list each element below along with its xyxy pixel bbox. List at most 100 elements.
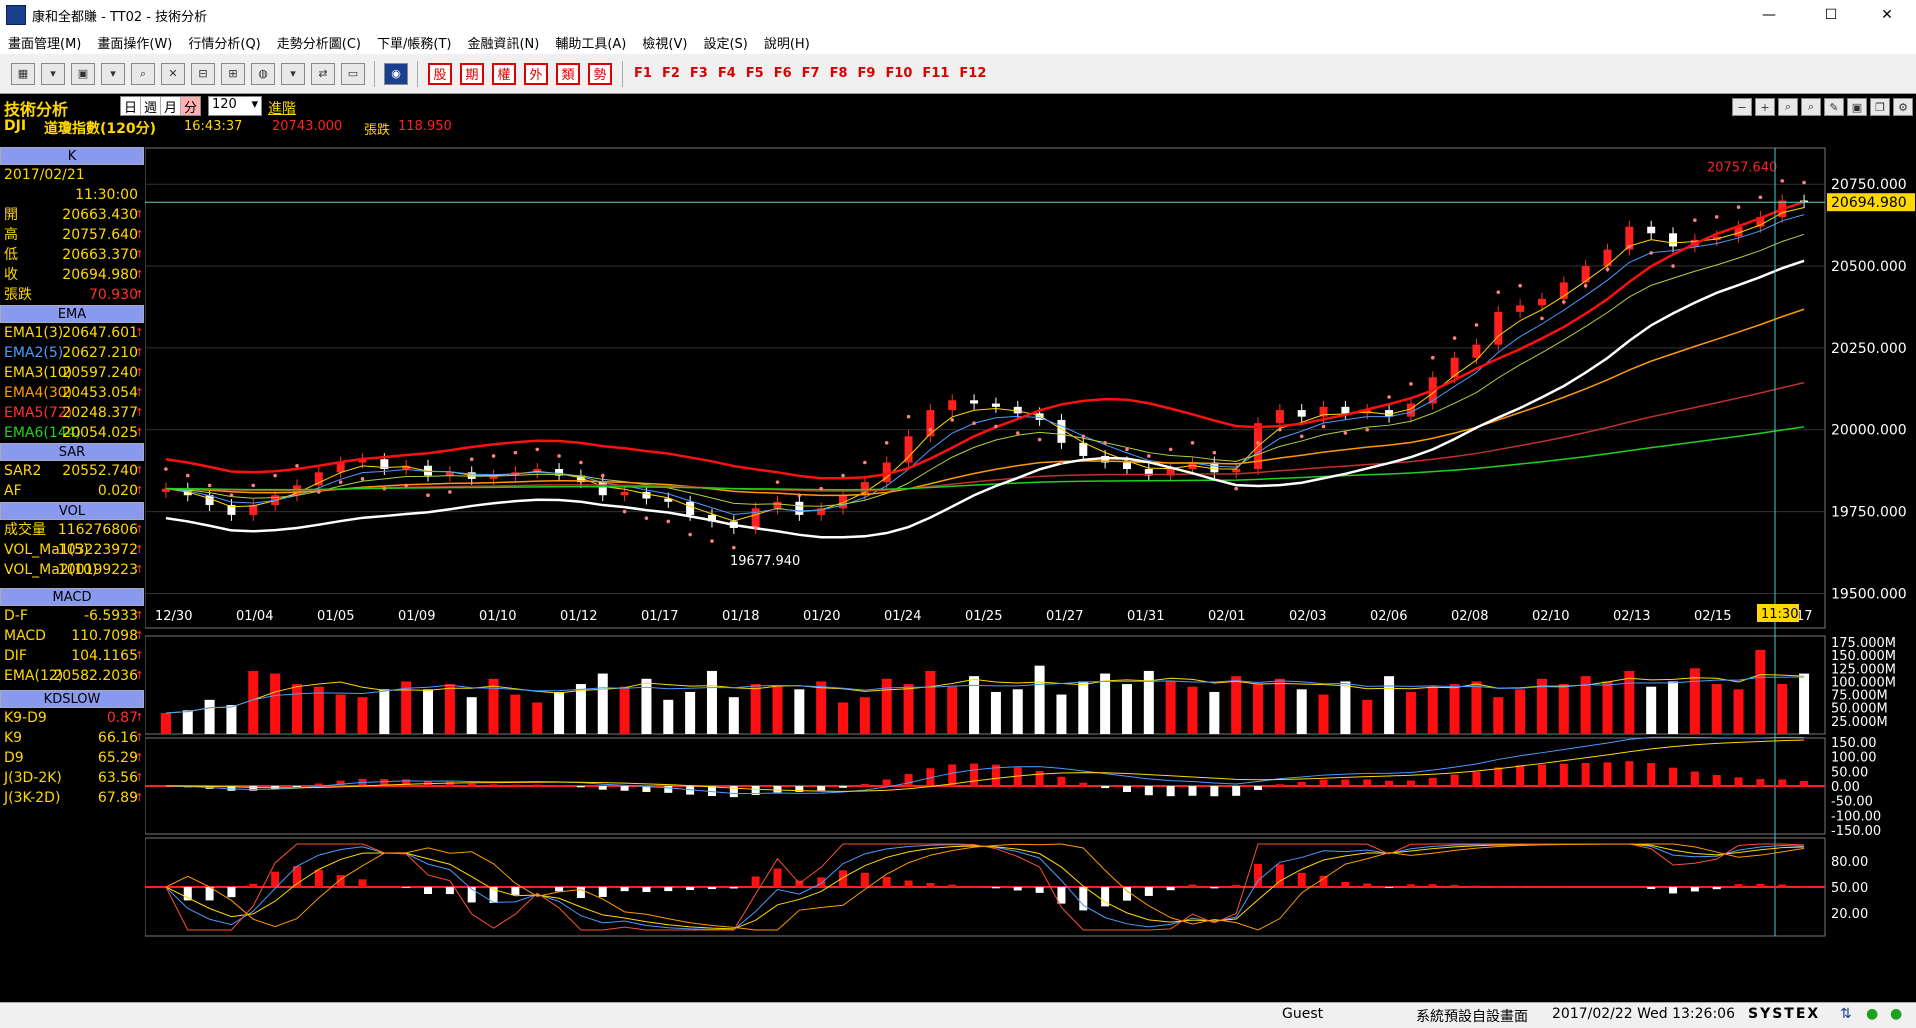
kd-histogram-bar	[751, 876, 760, 888]
kd-header: KDSLOW	[0, 690, 144, 708]
volume-bar	[1493, 697, 1504, 734]
window-tile-icon[interactable]: ⊞	[221, 62, 245, 85]
futures-key-button[interactable]: 期	[460, 62, 484, 85]
kd-histogram-bar	[598, 887, 607, 898]
menu-screen-operate[interactable]: 畫面操作(W)	[97, 36, 173, 52]
macd-histogram-bar	[904, 774, 913, 787]
sar-dot	[797, 493, 802, 498]
f8-button[interactable]: F8	[829, 66, 848, 81]
count-select[interactable]: 120 ▾	[208, 96, 262, 116]
stock-key-button[interactable]: 股	[428, 62, 452, 85]
options-key-button[interactable]: 權	[492, 62, 516, 85]
kd-histogram-bar	[642, 887, 651, 893]
menu-tools[interactable]: 輔助工具(A)	[555, 36, 627, 52]
f4-button[interactable]: F4	[717, 66, 736, 81]
change-value: 118.950	[398, 119, 452, 134]
macd-histogram-bar	[1756, 779, 1765, 787]
settings-icon[interactable]: ⚙	[1893, 98, 1913, 116]
kd-label: K9-D9	[4, 710, 47, 726]
magnify-plus-icon[interactable]: ⌕	[1801, 98, 1821, 116]
trend-arrow-icon: ↑	[134, 326, 144, 339]
volume-bar	[1689, 668, 1700, 734]
dropdown-icon[interactable]: ▾	[281, 62, 305, 85]
edit-icon[interactable]: ✎	[1824, 98, 1844, 116]
macd-histogram-bar	[1275, 784, 1284, 787]
candle-body	[489, 475, 498, 479]
minimize-button[interactable]: —	[1762, 7, 1776, 23]
menu-settings[interactable]: 設定(S)	[703, 36, 748, 52]
brand-logo-icon[interactable]: ◉	[384, 62, 408, 85]
j2-line	[165, 843, 1805, 931]
advanced-link[interactable]: 進階	[268, 101, 296, 117]
close-button[interactable]: ✕	[1881, 7, 1893, 23]
sar-dot	[426, 493, 430, 498]
f3-button[interactable]: F3	[689, 66, 708, 81]
macd-histogram-bar	[882, 779, 891, 787]
f10-button[interactable]: F10	[885, 66, 913, 81]
vol-label: 成交量	[4, 522, 46, 538]
menu-order-account[interactable]: 下單/帳務(T)	[377, 36, 452, 52]
zoom-in-icon[interactable]: +	[1755, 98, 1775, 116]
macd-histogram-bar	[511, 784, 520, 787]
layout-icon[interactable]: ▦	[11, 62, 35, 85]
menu-screen-manage[interactable]: 畫面管理(M)	[8, 36, 82, 52]
chart-area[interactable]: 20750.000 20500.000 20250.000 20000.000 1975…	[145, 144, 1916, 1002]
macd-histogram-bar	[1625, 761, 1634, 787]
macd-histogram-bar	[1363, 779, 1372, 787]
link-icon[interactable]: ⇄	[311, 62, 335, 85]
price-tick-label: 19750.000	[1831, 505, 1907, 521]
candle-body	[926, 410, 935, 437]
x-tick-label: 02/10	[1532, 609, 1569, 624]
x-tick-label: 12/30	[155, 609, 192, 624]
category-key-button[interactable]: 類	[556, 62, 580, 85]
menu-view[interactable]: 檢視(V)	[642, 36, 688, 52]
f9-button[interactable]: F9	[857, 66, 876, 81]
kd-histogram-bar	[839, 870, 848, 888]
save-icon[interactable]: ▣	[1847, 98, 1867, 116]
sar-dot	[1037, 437, 1042, 442]
dropdown-icon[interactable]: ▾	[101, 62, 125, 85]
period-month-tab[interactable]: 月	[161, 97, 182, 116]
f2-button[interactable]: F2	[661, 66, 680, 81]
save-icon[interactable]: ▣	[71, 62, 95, 85]
menu-quote-analysis[interactable]: 行情分析(Q)	[188, 36, 261, 52]
f5-button[interactable]: F5	[745, 66, 764, 81]
candle-body	[1079, 442, 1088, 456]
f6-button[interactable]: F6	[773, 66, 792, 81]
search-icon[interactable]: ⌕	[131, 62, 155, 85]
maximize-button[interactable]: ☐	[1824, 7, 1838, 23]
f7-button[interactable]: F7	[801, 66, 820, 81]
close-window-icon[interactable]: ✕	[161, 62, 185, 85]
menu-financial-info[interactable]: 金融資訊(N)	[467, 36, 540, 52]
kd-histogram-bar	[1385, 887, 1394, 888]
macd-histogram-bar	[1101, 786, 1110, 789]
f1-button[interactable]: F1	[634, 66, 652, 81]
zoom-out-icon[interactable]: −	[1732, 98, 1752, 116]
menu-help[interactable]: 說明(H)	[763, 36, 810, 52]
candle-body	[817, 508, 826, 515]
period-minute-tab[interactable]: 分	[181, 97, 201, 116]
period-week-tab[interactable]: 週	[141, 97, 162, 116]
trend-key-button[interactable]: 勢	[588, 62, 612, 85]
monitor-icon[interactable]: ▭	[341, 62, 365, 85]
volume-bar	[1755, 649, 1766, 734]
sar-dot	[1627, 244, 1632, 249]
sar-dot	[1693, 218, 1697, 223]
macd-value: 104.1165	[71, 648, 138, 664]
volume-tick-label: 150.000M	[1831, 649, 1896, 664]
dropdown-icon[interactable]: ▾	[41, 62, 65, 85]
chart-panel-frame	[145, 635, 1826, 735]
sar-dot	[1299, 434, 1304, 439]
globe-icon[interactable]: ◍	[251, 62, 275, 85]
kd-histogram-bar	[773, 868, 782, 888]
period-day-tab[interactable]: 日	[121, 97, 142, 116]
vol-label: VOL_Ma1(5)	[4, 542, 89, 558]
volume-bar	[423, 689, 434, 734]
menu-trend-chart[interactable]: 走勢分析圖(C)	[276, 36, 361, 52]
f11-button[interactable]: F11	[922, 66, 950, 81]
magnify-minus-icon[interactable]: ⌕	[1778, 98, 1798, 116]
copy-icon[interactable]: ❐	[1870, 98, 1890, 116]
f12-button[interactable]: F12	[959, 66, 987, 81]
window-split-icon[interactable]: ⊟	[191, 62, 215, 85]
foreign-key-button[interactable]: 外	[524, 62, 548, 85]
